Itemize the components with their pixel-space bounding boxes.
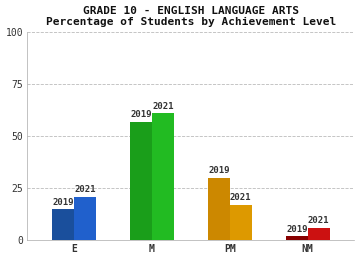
Title: GRADE 10 - ENGLISH LANGUAGE ARTS
Percentage of Students by Achievement Level: GRADE 10 - ENGLISH LANGUAGE ARTS Percent… — [46, 5, 336, 27]
Bar — [152, 113, 174, 240]
Text: 2019: 2019 — [130, 110, 152, 119]
Text: 2019: 2019 — [286, 225, 307, 234]
Text: 2021: 2021 — [74, 185, 96, 194]
Text: 2021: 2021 — [308, 216, 329, 225]
Text: 2019: 2019 — [53, 198, 74, 206]
Bar — [230, 205, 252, 240]
Text: 2021: 2021 — [230, 193, 252, 202]
Text: 2021: 2021 — [152, 102, 174, 111]
Text: 2019: 2019 — [208, 166, 230, 175]
Bar — [52, 209, 74, 240]
Bar — [130, 122, 152, 240]
Bar — [308, 228, 329, 240]
Bar — [74, 197, 96, 240]
Bar — [286, 236, 308, 240]
Bar — [208, 178, 230, 240]
